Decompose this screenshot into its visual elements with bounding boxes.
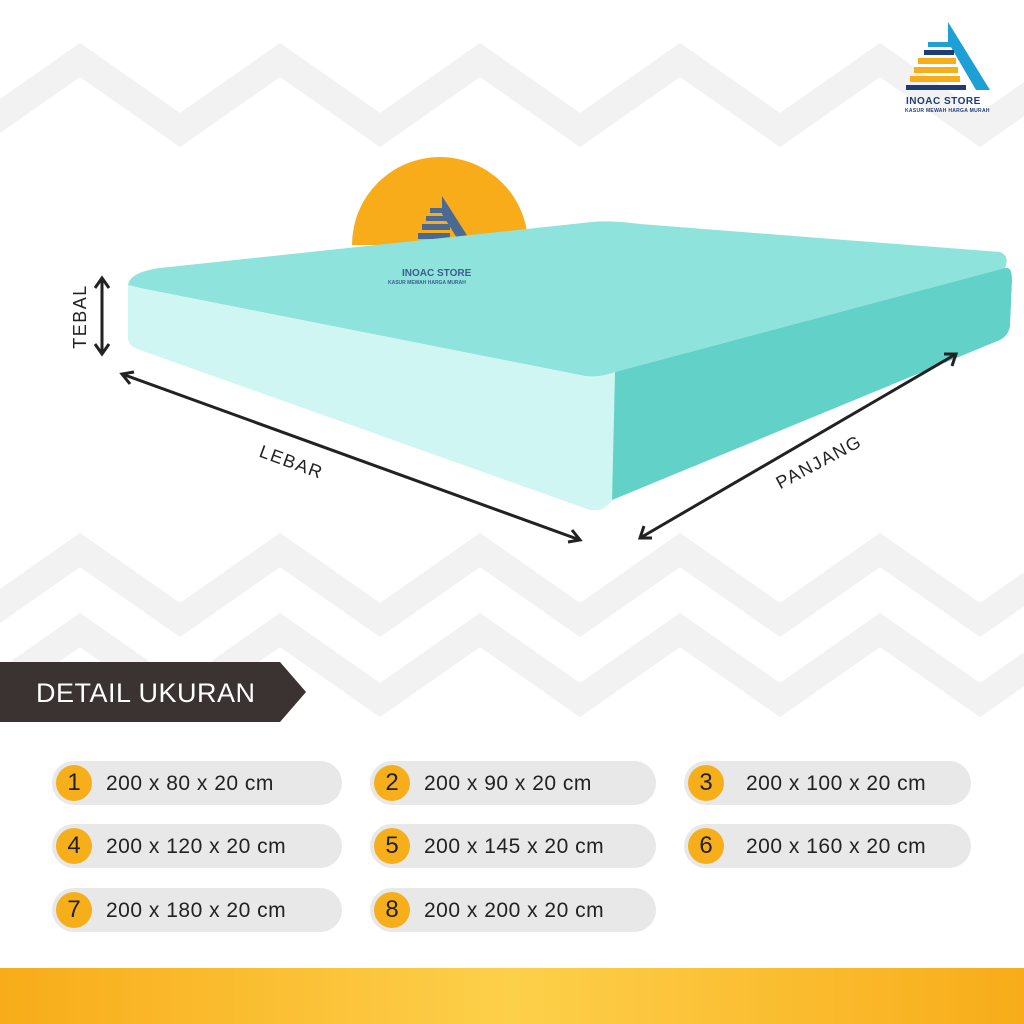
size-number-badge: 1: [56, 765, 92, 801]
sun-shape: [352, 157, 528, 245]
width-arrow-icon: [119, 370, 583, 544]
mattress-illustration: [93, 157, 1012, 544]
brand-logo: INOAC STORE KASUR MEWAH HARGA MURAH: [898, 20, 998, 120]
watermark-brand-name: INOAC STORE: [402, 268, 472, 279]
thickness-arrow-icon: [93, 275, 111, 357]
mattress-side: [612, 267, 1012, 500]
size-option-6: 6 200 x 160 x 20 cm: [684, 824, 971, 868]
thickness-label: TEBAL: [69, 284, 90, 349]
size-option-7: 7 200 x 180 x 20 cm: [52, 888, 342, 932]
section-header-bar: [0, 662, 306, 722]
size-number-badge: 8: [374, 892, 410, 928]
size-label: 200 x 180 x 20 cm: [106, 899, 287, 922]
size-label: 200 x 120 x 20 cm: [106, 835, 287, 858]
size-label: 200 x 100 x 20 cm: [746, 772, 927, 795]
brand-name: INOAC STORE: [906, 96, 981, 107]
size-option-5: 5 200 x 145 x 20 cm: [370, 824, 656, 868]
mattress-top: [128, 221, 1007, 377]
section-title: DETAIL UKURAN: [36, 678, 256, 708]
size-number-badge: 5: [374, 828, 410, 864]
watermark-tagline: KASUR MEWAH HARGA MURAH: [388, 280, 466, 286]
size-number-badge: 3: [688, 765, 724, 801]
size-number-badge: 7: [56, 892, 92, 928]
brand-tagline: KASUR MEWAH HARGA MURAH: [905, 108, 990, 114]
size-label: 200 x 90 x 20 cm: [424, 772, 592, 795]
size-number-badge: 4: [56, 828, 92, 864]
triangle-stripes-logo-icon: [906, 22, 990, 90]
mattress-front: [128, 285, 615, 511]
size-number-badge: 2: [374, 765, 410, 801]
size-number-badge: 6: [688, 828, 724, 864]
length-arrow-icon: [637, 352, 959, 540]
bottom-accent-band: [0, 968, 1024, 1024]
size-label: 200 x 200 x 20 cm: [424, 899, 605, 922]
size-option-8: 8 200 x 200 x 20 cm: [370, 888, 656, 932]
size-label: 200 x 145 x 20 cm: [424, 835, 605, 858]
size-option-3: 3 200 x 100 x 20 cm: [684, 761, 971, 805]
size-option-2: 2 200 x 90 x 20 cm: [370, 761, 656, 805]
size-label: 200 x 80 x 20 cm: [106, 772, 274, 795]
size-label: 200 x 160 x 20 cm: [746, 835, 927, 858]
size-option-1: 1 200 x 80 x 20 cm: [52, 761, 342, 805]
size-option-4: 4 200 x 120 x 20 cm: [52, 824, 342, 868]
